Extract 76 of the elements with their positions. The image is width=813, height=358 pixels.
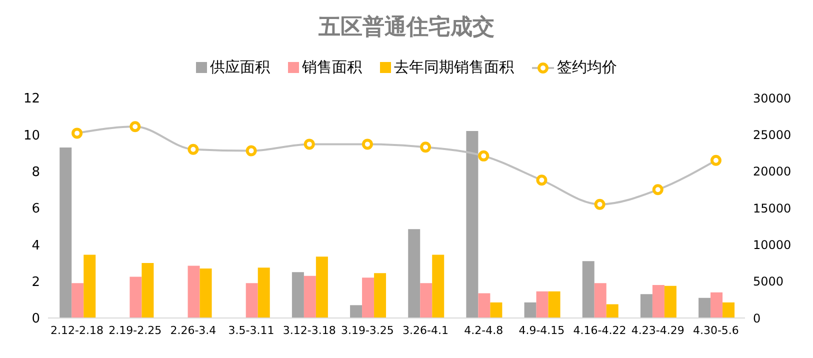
bar	[200, 268, 212, 318]
y-tick-label: 2	[32, 274, 40, 290]
y2-tick-label: 25000	[753, 128, 792, 142]
point	[130, 121, 141, 132]
bar	[490, 302, 502, 318]
y-tick-label: 6	[32, 202, 40, 217]
bar	[432, 254, 444, 318]
bar	[258, 268, 270, 318]
bar	[142, 263, 154, 318]
bar	[548, 291, 560, 318]
x-tick-label: 4.30-5.6	[692, 324, 739, 337]
point	[420, 142, 432, 153]
bar	[130, 276, 142, 318]
x-tick-label: 4.2-4.8	[464, 324, 504, 337]
y-tick-label: 4	[32, 238, 40, 254]
point	[362, 138, 373, 150]
x-tick-label: 3.12-3.18	[282, 324, 336, 337]
point	[594, 198, 606, 210]
y2-tick-label: 20000	[753, 164, 792, 179]
legend-label: 销售面积	[302, 58, 362, 77]
y2-tick-label: 0	[753, 311, 761, 326]
bar	[698, 298, 711, 318]
bar	[524, 302, 536, 318]
x-tick-label: 3.5-3.11	[228, 324, 274, 337]
point	[246, 145, 257, 156]
point	[478, 150, 490, 162]
bar	[594, 283, 606, 318]
y-tick-label: 0	[32, 312, 40, 327]
bar	[408, 229, 420, 318]
bar	[350, 305, 362, 318]
y2-tick-label: 5000	[753, 274, 784, 289]
y-tick-label: 12	[23, 92, 40, 107]
x-tick-label: 2.26-3.4	[170, 324, 216, 337]
x-tick-label: 2.12-2.18	[50, 324, 104, 337]
legend-label: 去年同期销售面积	[394, 58, 514, 77]
y2-tick-label: 15000	[753, 201, 792, 216]
bar	[722, 302, 735, 318]
point	[304, 138, 315, 150]
x-tick-label: 4.23-4.29	[631, 324, 684, 337]
x-tick-label: 4.16-4.22	[573, 324, 626, 337]
y-tick-label: 10	[23, 128, 40, 144]
bar	[60, 148, 72, 318]
bar	[582, 261, 594, 318]
point	[652, 184, 664, 196]
bar	[478, 293, 490, 318]
bar	[710, 292, 723, 318]
x-tick-label: 3.19-3.25	[340, 324, 394, 337]
x-tick-label: 3.26-4.1	[402, 324, 449, 337]
point	[72, 128, 83, 139]
bar	[374, 273, 386, 318]
bar	[652, 285, 664, 318]
bar	[304, 276, 316, 318]
chart-title: 五区普通住宅成交	[318, 14, 496, 42]
bar	[466, 131, 478, 318]
x-tick-label: 4.9-4.15	[518, 324, 565, 337]
x-tick-label: 2.19-2.25	[108, 324, 162, 337]
bar	[664, 286, 676, 318]
bar	[292, 272, 304, 318]
y2-tick-label: 30000	[753, 91, 792, 106]
legend-label: 供应面积	[210, 58, 270, 77]
bar	[536, 291, 548, 318]
bar	[188, 266, 200, 318]
bar	[640, 294, 652, 318]
bar	[362, 278, 374, 318]
point	[188, 144, 199, 155]
bar	[72, 283, 84, 318]
y2-tick-label: 10000	[753, 238, 792, 252]
legend-label: 签约均价	[557, 58, 617, 77]
bar	[316, 256, 328, 318]
point	[710, 154, 722, 166]
bar	[246, 283, 258, 318]
point	[536, 174, 548, 186]
y-tick-label: 8	[32, 164, 40, 180]
bar	[606, 304, 618, 318]
bar	[420, 283, 432, 318]
bar	[84, 254, 96, 318]
